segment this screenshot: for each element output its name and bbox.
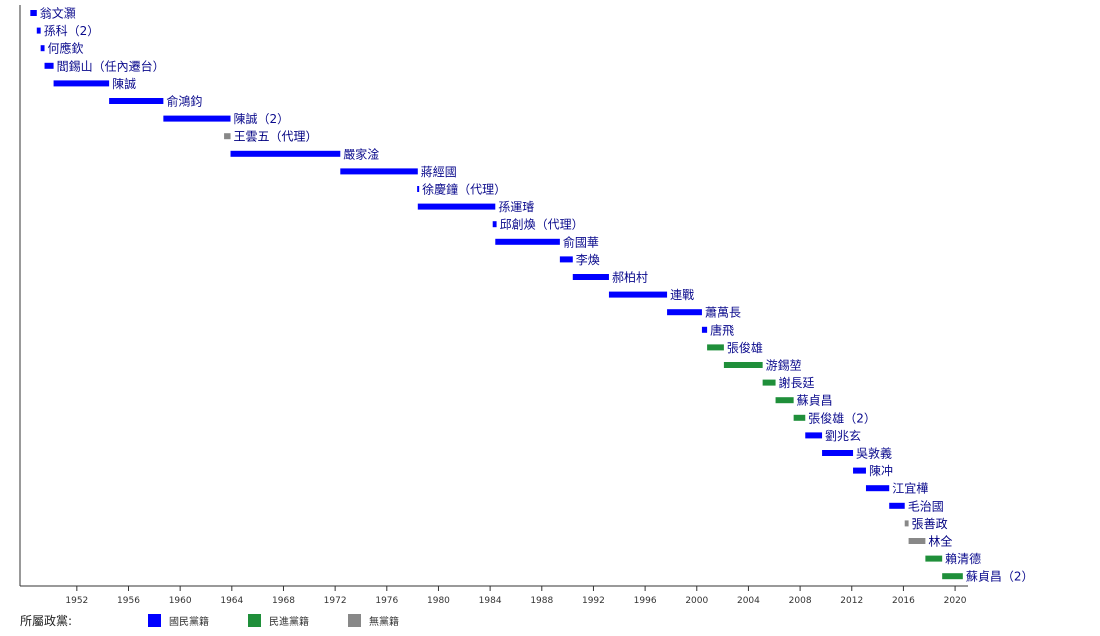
bar-label: 謝長廷 (779, 375, 815, 390)
x-tick-label: 1980 (427, 596, 450, 606)
x-tick-label: 1976 (375, 596, 398, 606)
timeline-bar (44, 62, 54, 69)
timeline-bar (667, 309, 702, 316)
x-tick-label: 1984 (479, 596, 502, 606)
bar-label: 嚴家淦 (343, 146, 379, 161)
x-axis-ticks: 1952 1956 1960 1964 1968 1972 1976 1980 1984 1988… (65, 586, 967, 606)
legend-swatch (348, 614, 361, 627)
bar-label: 王雲五（代理） (234, 130, 318, 144)
x-tick-label: 2004 (737, 596, 760, 606)
x-tick-label: 2000 (685, 596, 708, 606)
timeline-bar (559, 256, 573, 263)
bar-label: 徐慶鐘（代理） (422, 182, 506, 197)
bar-label: 孫科（2） (44, 24, 100, 38)
x-tick-label: 1960 (169, 596, 192, 606)
bar-label: 張俊雄 (727, 340, 763, 355)
x-tick-label: 2012 (840, 596, 863, 606)
x-tick-label: 1972 (324, 596, 347, 606)
x-tick-label: 1968 (272, 596, 295, 606)
bar-label: 張善政 (912, 516, 948, 531)
bar-label: 張俊雄（2） (808, 410, 876, 425)
timeline-bar (417, 186, 420, 192)
timeline-bar (822, 450, 854, 456)
timeline-bar (417, 203, 496, 210)
x-tick-label: 1996 (634, 596, 657, 606)
timeline-bar (608, 291, 668, 298)
x-tick-label: 1964 (220, 596, 243, 606)
timeline-bar (492, 221, 497, 228)
bar-label: 林全 (928, 534, 952, 549)
x-tick-label: 1992 (582, 596, 605, 606)
x-tick-label: 2016 (892, 596, 915, 606)
timeline-bar (904, 520, 909, 527)
bar-label: 蘇貞昌（2） (966, 570, 1034, 584)
bar-label: 閻錫山（任內遷台） (57, 58, 165, 73)
legend: 所屬政黨: 國民黨籍 民進黨籍 無黨籍 (20, 614, 399, 628)
x-tick-label: 2008 (789, 596, 812, 606)
timeline-bar (30, 10, 37, 16)
chart-axes (19, 5, 968, 587)
bar-label: 毛治國 (908, 499, 944, 513)
timeline-bar (224, 133, 231, 140)
bar-label: 翁文灝 (40, 6, 76, 21)
bar-label: 劉兆玄 (825, 428, 861, 443)
timeline-bar (707, 344, 724, 351)
bar-label: 游錫堃 (766, 358, 802, 373)
timeline-bar (793, 414, 806, 421)
bar-label: 邱創煥（代理） (500, 218, 584, 232)
bar-label: 吳敦義 (856, 446, 892, 461)
timeline-bar (53, 80, 110, 87)
legend-label: 無黨籍 (369, 615, 399, 628)
timeline-bar (723, 362, 763, 368)
timeline-bar (701, 326, 708, 333)
timeline-bar (40, 45, 45, 52)
bar-series (30, 10, 963, 580)
timeline-bar (36, 27, 41, 34)
bar-label: 連戰 (670, 288, 694, 302)
timeline-bar (163, 115, 231, 122)
timeline-bar (908, 538, 926, 544)
bar-label: 孫運璿 (498, 199, 534, 214)
timeline-bar (925, 555, 943, 562)
bar-label: 俞國華 (563, 234, 599, 249)
legend-swatch (148, 614, 161, 627)
x-tick-label: 1988 (530, 596, 553, 606)
bar-label: 唐飛 (710, 322, 734, 337)
timeline-bar (340, 168, 418, 175)
bar-label: 蘇貞昌 (797, 394, 833, 408)
bar-label: 俞鴻鈞 (166, 94, 202, 109)
bar-label: 蔣經國 (421, 165, 457, 179)
bar-label: 陳誠（2） (234, 112, 290, 126)
timeline-bar (775, 397, 794, 404)
timeline-bar (572, 274, 609, 280)
timeline-bar (230, 150, 341, 157)
legend-swatch (248, 614, 261, 627)
timeline-bar (495, 238, 560, 245)
bar-label: 陳冲 (869, 463, 893, 478)
timeline-bar (853, 467, 866, 474)
x-tick-label: 1952 (65, 596, 88, 606)
legend-items: 國民黨籍 民進黨籍 無黨籍 (148, 614, 399, 628)
bar-label: 江宜樺 (892, 481, 928, 496)
bar-label: 陳誠 (112, 77, 136, 91)
timeline-bar (865, 485, 890, 492)
x-tick-label: 1956 (117, 596, 140, 606)
bar-label: 李煥 (576, 252, 600, 267)
bar-label: 賴清德 (945, 551, 981, 566)
legend-title: 所屬政黨: (20, 614, 72, 628)
timeline-bar (889, 502, 905, 509)
timeline-bar (109, 98, 164, 104)
bar-label: 何應欽 (48, 41, 84, 56)
legend-label: 國民黨籍 (169, 615, 209, 628)
bar-label: 郝柏村 (612, 270, 648, 285)
bar-label: 蕭萬長 (705, 306, 741, 320)
timeline-bar (805, 432, 823, 439)
timeline-bar (762, 379, 776, 386)
timeline-bar (942, 573, 963, 580)
legend-label: 民進黨籍 (269, 615, 309, 628)
x-tick-label: 2020 (944, 596, 967, 606)
